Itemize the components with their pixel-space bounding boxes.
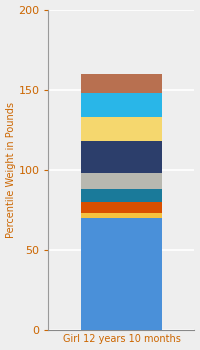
Bar [81,213,162,218]
Bar [81,173,162,189]
Bar [81,74,162,93]
Y-axis label: Percentile Weight in Pounds: Percentile Weight in Pounds [6,102,16,238]
Bar [81,189,162,202]
Bar [81,117,162,141]
Bar [81,202,162,213]
Bar [81,93,162,117]
Bar [81,141,162,173]
Bar [81,218,162,330]
